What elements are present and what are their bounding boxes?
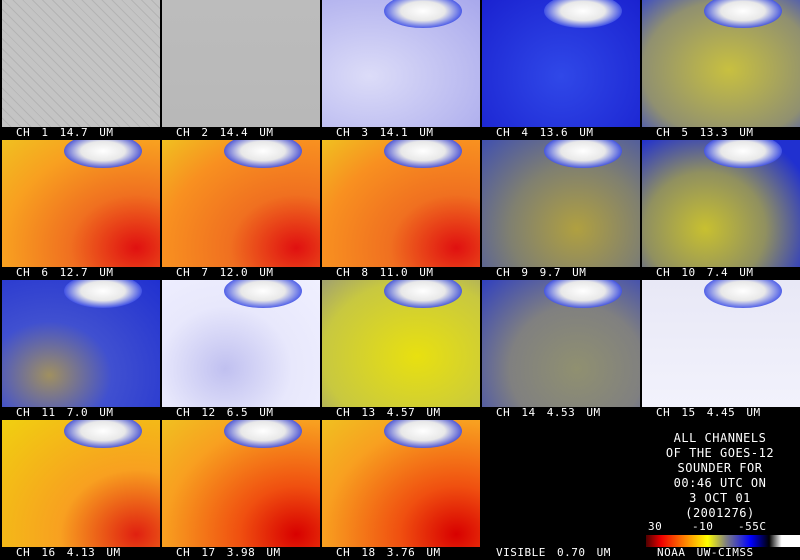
channel-label: CH 6 12.7 UM xyxy=(16,266,114,279)
channel-image xyxy=(482,280,640,407)
info-line: OF THE GOES-12 xyxy=(665,446,775,460)
channel-label: CH 12 6.5 UM xyxy=(176,406,274,419)
channel-label: CH 8 11.0 UM xyxy=(336,266,434,279)
channel-label: CH 9 9.7 UM xyxy=(496,266,587,279)
cloud-cover xyxy=(544,140,622,168)
legend-tick: -55C xyxy=(738,520,767,533)
info-line: ALL CHANNELS xyxy=(673,431,767,445)
channel-label: CH 7 12.0 UM xyxy=(176,266,274,279)
info-line: 00:46 UTC ON xyxy=(673,476,767,490)
cloud-cover xyxy=(224,140,302,168)
channel-image xyxy=(162,420,320,547)
info-line: 3 OCT 01 xyxy=(689,491,751,505)
channel-label: CH 14 4.53 UM xyxy=(496,406,601,419)
cloud-cover xyxy=(384,280,462,308)
channel-label: CH 16 4.13 UM xyxy=(16,546,121,559)
cloud-cover xyxy=(64,420,142,448)
channel-image xyxy=(2,420,160,547)
channel-label: CH 4 13.6 UM xyxy=(496,126,594,139)
cloud-cover xyxy=(384,140,462,168)
channel-label: CH 1 14.7 UM xyxy=(16,126,114,139)
channel-image xyxy=(322,280,480,407)
color-bar xyxy=(646,535,800,547)
channel-image xyxy=(2,280,160,407)
channel-label: CH 10 7.4 UM xyxy=(656,266,754,279)
credit: NOAA UW-CIMSS xyxy=(657,546,754,559)
channel-label: CH 11 7.0 UM xyxy=(16,406,114,419)
channel-image xyxy=(322,420,480,547)
cloud-cover xyxy=(64,140,142,168)
channel-image xyxy=(2,0,160,127)
cloud-cover xyxy=(544,280,622,308)
cloud-cover xyxy=(384,0,462,28)
legend-tick: -10 xyxy=(692,520,714,533)
cloud-cover xyxy=(224,280,302,308)
cloud-cover xyxy=(704,140,782,168)
channel-image xyxy=(482,420,640,547)
info-line: (2001276) xyxy=(685,506,755,520)
channel-image xyxy=(322,140,480,267)
cloud-cover xyxy=(544,0,622,28)
channel-label: CH 18 3.76 UM xyxy=(336,546,441,559)
channel-label: VISIBLE 0.70 UM xyxy=(496,546,611,559)
channel-label: CH 17 3.98 UM xyxy=(176,546,281,559)
channel-label: CH 13 4.57 UM xyxy=(336,406,441,419)
cloud-cover xyxy=(224,420,302,448)
cloud-cover xyxy=(64,280,142,308)
channel-label: CH 2 14.4 UM xyxy=(176,126,274,139)
info-line: SOUNDER FOR xyxy=(677,461,763,475)
channel-image xyxy=(642,280,800,407)
channel-image xyxy=(322,0,480,127)
channel-label: CH 3 14.1 UM xyxy=(336,126,434,139)
channel-image xyxy=(162,140,320,267)
cloud-cover xyxy=(704,0,782,28)
channel-image xyxy=(162,0,320,127)
cloud-cover xyxy=(704,280,782,308)
cloud-cover xyxy=(384,420,462,448)
channel-label: CH 15 4.45 UM xyxy=(656,406,761,419)
channel-image xyxy=(642,0,800,127)
channel-image xyxy=(482,0,640,127)
channel-image xyxy=(482,140,640,267)
channel-image xyxy=(642,140,800,267)
legend-tick: 30 xyxy=(648,520,663,533)
channel-image xyxy=(2,140,160,267)
channel-label: CH 5 13.3 UM xyxy=(656,126,754,139)
channel-image xyxy=(162,280,320,407)
